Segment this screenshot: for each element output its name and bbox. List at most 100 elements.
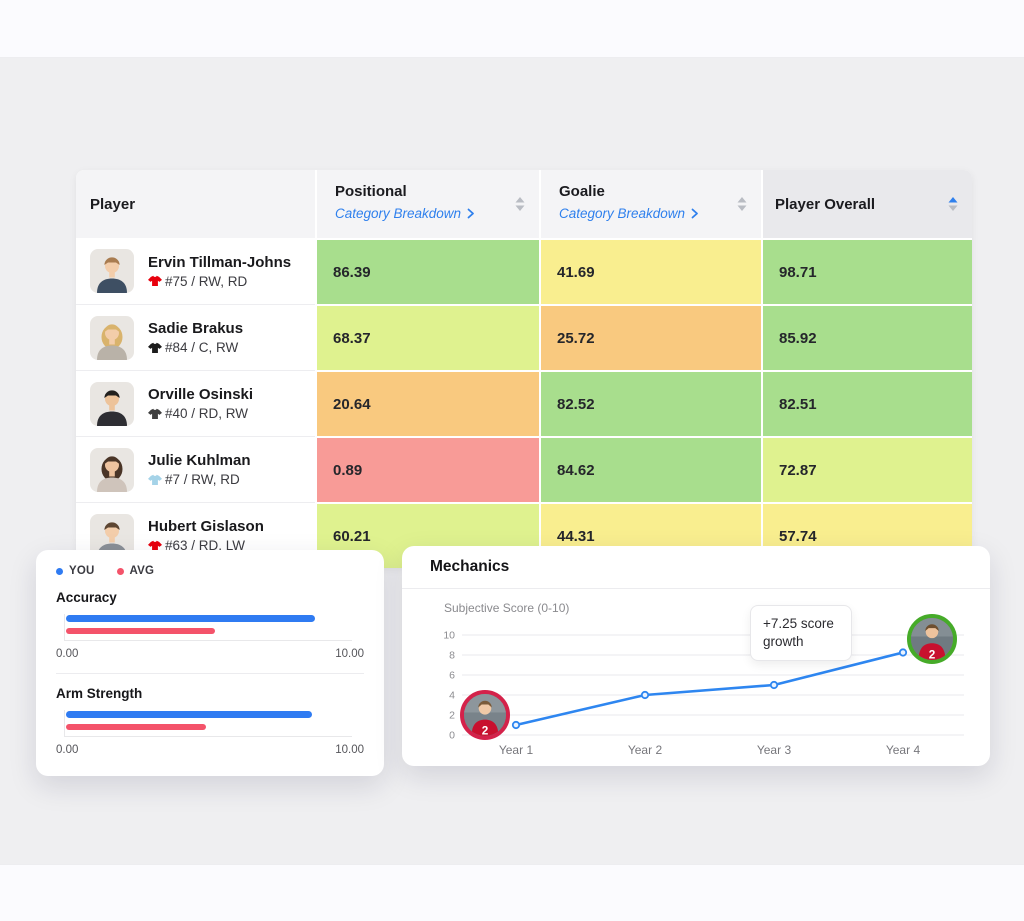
score-cell-goalie: 82.52 bbox=[539, 370, 761, 436]
year4-player-avatar: 2 bbox=[907, 613, 957, 664]
player-name: Hubert Gislason bbox=[148, 518, 264, 535]
player-cell: Ervin Tillman-Johns #75 / RW, RD bbox=[76, 238, 315, 304]
column-label-goalie: Goalie bbox=[559, 183, 605, 200]
bottom-bar bbox=[0, 864, 1024, 921]
jersey-icon bbox=[148, 474, 162, 485]
sort-arrows-icon bbox=[737, 197, 747, 211]
svg-text:4: 4 bbox=[449, 690, 455, 702]
mechanics-chart-area: Subjective Score (0-10) 0 2 4 6 8 10 Year 1 Yea… bbox=[402, 589, 990, 771]
column-header-goalie[interactable]: Goalie Category Breakdown bbox=[539, 170, 761, 238]
score-cell-goalie: 41.69 bbox=[539, 238, 761, 304]
older-player-photo-placeholder: 2 bbox=[911, 617, 953, 660]
player-number-positions: #63 / RD, LW bbox=[165, 538, 246, 553]
column-header-positional[interactable]: Positional Category Breakdown bbox=[315, 170, 539, 238]
legend-item-you: YOU bbox=[56, 565, 95, 577]
arm-strength-you-bar bbox=[66, 711, 312, 718]
score-cell-goalie: 84.62 bbox=[539, 436, 761, 502]
sort-arrows-asc-icon bbox=[948, 197, 958, 211]
category-breakdown-label: Category Breakdown bbox=[335, 206, 462, 221]
legend-label-avg: AVG bbox=[129, 565, 155, 577]
subjective-score-line-chart: 0 2 4 6 8 10 Year 1 Year 2 Year 3 Year 4 bbox=[443, 630, 964, 757]
legend-item-avg: AVG bbox=[116, 565, 155, 577]
player-info: Orville Osinski #40 / RD, RW bbox=[148, 386, 253, 421]
accuracy-scale: 0.00 10.00 bbox=[56, 648, 364, 660]
player-info: Julie Kuhlman #7 / RW, RD bbox=[148, 452, 251, 487]
svg-text:Year 2: Year 2 bbox=[628, 743, 663, 757]
player-name: Sadie Brakus bbox=[148, 320, 244, 337]
young-player-photo-placeholder: 2 bbox=[464, 694, 506, 736]
metric-title: Accuracy bbox=[56, 590, 117, 605]
score-cell-positional: 68.37 bbox=[315, 304, 539, 370]
sort-goalie-button[interactable] bbox=[733, 193, 751, 216]
player-name: Julie Kuhlman bbox=[148, 452, 251, 469]
player-cell: Sadie Brakus #84 / C, RW bbox=[76, 304, 315, 370]
column-label-player-overall: Player Overall bbox=[775, 195, 876, 213]
year1-player-avatar: 2 bbox=[460, 690, 510, 740]
you-legend-dot bbox=[56, 567, 63, 575]
metric-arm-strength: Arm Strength 0.00 10.00 bbox=[56, 686, 364, 756]
player-cell: Julie Kuhlman #7 / RW, RD bbox=[76, 436, 315, 502]
player-detail: #84 / C, RW bbox=[148, 340, 243, 355]
player-avatar bbox=[90, 249, 134, 293]
player-name: Ervin Tillman-Johns bbox=[148, 253, 292, 271]
score-cell-overall: 85.92 bbox=[761, 304, 972, 370]
player-detail: #7 / RW, RD bbox=[148, 472, 251, 487]
metric-title: Arm Strength bbox=[56, 686, 143, 701]
avatar-placeholder-image bbox=[90, 381, 134, 426]
line-chart: 0 2 4 6 8 10 Year 1 Year 2 Year 3 Year 4 2 2 bbox=[428, 605, 968, 771]
svg-text:8: 8 bbox=[449, 650, 455, 662]
score-cell-overall: 98.71 bbox=[761, 238, 972, 304]
player-avatar bbox=[90, 447, 134, 492]
score-cell-goalie: 25.72 bbox=[539, 304, 761, 370]
accuracy-bars bbox=[64, 614, 352, 641]
player-info: Ervin Tillman-Johns #75 / RW, RD bbox=[148, 254, 291, 289]
sort-arrows-icon bbox=[515, 197, 525, 211]
player-cell: Orville Osinski #40 / RD, RW bbox=[76, 370, 315, 436]
player-scores-table: Player Positional Category Breakdown Goa… bbox=[76, 170, 972, 568]
metric-accuracy: Accuracy 0.00 10.00 bbox=[56, 590, 364, 660]
svg-text:2: 2 bbox=[449, 710, 455, 722]
score-cell-overall: 82.51 bbox=[761, 370, 972, 436]
scale-min-label: 0.00 bbox=[56, 648, 79, 660]
column-header-player[interactable]: Player bbox=[76, 170, 315, 238]
player-info: Hubert Gislason #63 / RD, LW bbox=[148, 518, 264, 553]
table-row[interactable]: Julie Kuhlman #7 / RW, RD 0.89 84.62 72.… bbox=[76, 436, 972, 502]
svg-text:Year 4: Year 4 bbox=[886, 743, 921, 757]
svg-text:6: 6 bbox=[449, 670, 455, 682]
chart-legend: YOU AVG bbox=[56, 565, 364, 577]
player-detail: #75 / RW, RD bbox=[148, 274, 291, 289]
svg-text:10: 10 bbox=[443, 630, 455, 642]
sort-positional-button[interactable] bbox=[511, 193, 529, 216]
jersey-icon bbox=[148, 408, 162, 419]
mechanics-title: Mechanics bbox=[430, 558, 510, 575]
table-row[interactable]: Orville Osinski #40 / RD, RW 20.64 82.52… bbox=[76, 370, 972, 436]
avatar-placeholder-image bbox=[90, 249, 134, 293]
table-row[interactable]: Ervin Tillman-Johns #75 / RW, RD 86.39 4… bbox=[76, 238, 972, 304]
avatar-placeholder-image bbox=[90, 447, 134, 492]
accuracy-avg-bar bbox=[66, 628, 215, 634]
you-vs-avg-card: YOU AVG Accuracy 0.00 10.00 Arm Strength… bbox=[36, 550, 384, 776]
avatar-placeholder-image bbox=[90, 315, 134, 360]
table-row[interactable]: Sadie Brakus #84 / C, RW 68.37 25.72 85.… bbox=[76, 304, 972, 370]
goalie-category-breakdown-link[interactable]: Category Breakdown bbox=[559, 206, 699, 221]
column-header-player-overall[interactable]: Player Overall bbox=[761, 170, 972, 238]
scale-min-label: 0.00 bbox=[56, 744, 79, 756]
category-breakdown-label: Category Breakdown bbox=[559, 206, 686, 221]
positional-category-breakdown-link[interactable]: Category Breakdown bbox=[335, 206, 475, 221]
column-label-positional: Positional bbox=[335, 183, 407, 200]
player-avatar bbox=[90, 381, 134, 426]
jersey-icon bbox=[148, 540, 162, 551]
column-label-player: Player bbox=[90, 195, 136, 213]
score-cell-positional: 0.89 bbox=[315, 436, 539, 502]
svg-text:0: 0 bbox=[449, 730, 455, 742]
sort-player-overall-button[interactable] bbox=[944, 193, 962, 216]
player-detail: #40 / RD, RW bbox=[148, 406, 253, 421]
score-cell-positional: 20.64 bbox=[315, 370, 539, 436]
y-axis-title: Subjective Score (0-10) bbox=[444, 601, 570, 615]
arm-strength-avg-bar bbox=[66, 724, 207, 730]
player-info: Sadie Brakus #84 / C, RW bbox=[148, 320, 243, 355]
svg-text:Year 3: Year 3 bbox=[757, 743, 792, 757]
avg-legend-dot bbox=[116, 567, 124, 575]
arm-strength-scale: 0.00 10.00 bbox=[56, 744, 364, 756]
player-detail: #63 / RD, LW bbox=[148, 538, 264, 553]
